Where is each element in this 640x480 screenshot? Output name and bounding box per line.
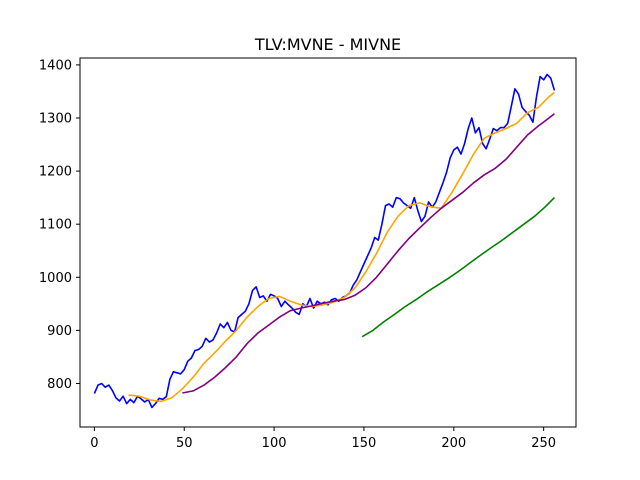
series-line-2 xyxy=(128,91,555,403)
y-tick-label: 1400 xyxy=(39,58,72,73)
y-tick-label: 900 xyxy=(47,324,72,339)
series-line-4 xyxy=(361,197,555,338)
x-tick-label: 0 xyxy=(90,436,98,451)
y-tick-label: 800 xyxy=(47,377,72,392)
plot-layer xyxy=(93,73,556,409)
x-tick-label: 200 xyxy=(441,436,466,451)
x-tick-label: 50 xyxy=(176,436,193,451)
y-tick-label: 1200 xyxy=(39,165,72,180)
x-tick-label: 250 xyxy=(531,436,556,451)
x-tick-label: 100 xyxy=(262,436,287,451)
series-line-3 xyxy=(182,113,555,394)
chart-title: TLV:MVNE - MIVNE xyxy=(254,35,401,54)
y-tick-label: 1300 xyxy=(39,111,72,126)
y-tick-label: 1100 xyxy=(39,218,72,233)
y-tick-label: 1000 xyxy=(39,271,72,286)
axis-layer: 0 50 100 150 200 250 800 900 1000 1100 1200 1300 140… xyxy=(39,58,556,451)
plot-frame xyxy=(79,57,577,428)
x-tick-label: 150 xyxy=(352,436,377,451)
